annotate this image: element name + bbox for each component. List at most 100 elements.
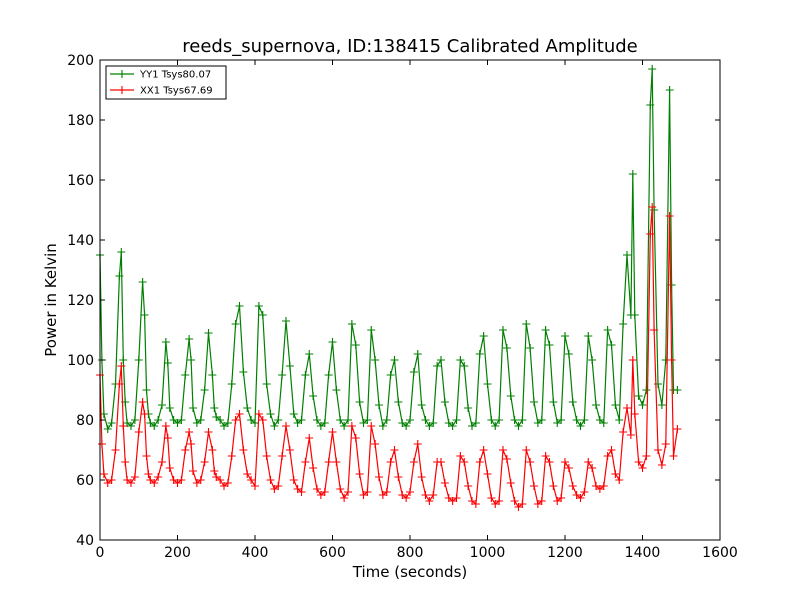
legend-box xyxy=(105,65,227,100)
data-point xyxy=(239,446,248,454)
data-point xyxy=(495,416,504,424)
data-point xyxy=(189,467,197,475)
data-point xyxy=(541,326,550,334)
data-point xyxy=(328,338,337,346)
data-point xyxy=(119,422,128,430)
data-point xyxy=(452,416,461,424)
data-point xyxy=(580,488,589,496)
data-point xyxy=(502,455,511,463)
data-point xyxy=(390,356,399,364)
series-1 xyxy=(96,203,682,511)
data-point xyxy=(557,494,566,502)
data-point xyxy=(340,494,349,502)
data-point xyxy=(130,416,139,424)
data-point xyxy=(367,326,376,334)
data-point xyxy=(402,422,411,430)
data-point xyxy=(254,410,263,418)
data-point xyxy=(657,461,666,469)
data-point xyxy=(603,452,612,460)
data-point xyxy=(475,458,484,466)
y-tick-label: 140 xyxy=(67,233,94,249)
data-point xyxy=(161,338,170,346)
data-point xyxy=(117,248,126,256)
y-tick-label: 180 xyxy=(67,113,94,129)
data-point xyxy=(134,356,143,364)
data-point xyxy=(138,278,147,286)
data-point xyxy=(506,479,515,487)
data-point xyxy=(673,386,682,394)
data-point xyxy=(243,404,252,412)
data-point xyxy=(580,416,589,424)
data-point xyxy=(429,419,438,427)
data-point xyxy=(514,422,523,430)
data-point xyxy=(138,398,147,406)
data-point xyxy=(409,458,418,466)
legend: YY1 Tsys80.07 XX1 Tsys67.69 xyxy=(105,65,227,100)
data-point xyxy=(336,416,345,424)
data-point xyxy=(336,485,345,493)
data-point xyxy=(568,398,577,406)
data-point xyxy=(634,392,643,400)
data-point xyxy=(564,350,573,358)
data-point xyxy=(537,497,546,505)
data-point xyxy=(549,482,558,490)
data-point xyxy=(495,497,504,505)
data-point xyxy=(305,434,314,442)
data-point xyxy=(502,344,511,352)
data-point xyxy=(332,458,341,466)
data-point xyxy=(258,311,267,319)
x-tick-label: 200 xyxy=(164,545,191,561)
data-point xyxy=(119,356,128,364)
data-point xyxy=(301,458,310,466)
data-point xyxy=(460,458,469,466)
data-point xyxy=(107,419,116,427)
data-point xyxy=(115,272,124,280)
data-point xyxy=(634,458,643,466)
data-point xyxy=(347,422,356,430)
data-point xyxy=(309,392,318,400)
data-point xyxy=(140,311,149,319)
legend-label: YY1 Tsys80.07 xyxy=(139,70,211,81)
data-point xyxy=(638,464,647,472)
data-point xyxy=(673,425,682,433)
data-point xyxy=(301,371,310,379)
data-point xyxy=(510,416,519,424)
data-point xyxy=(127,422,135,430)
data-point xyxy=(429,491,438,499)
data-point xyxy=(386,371,395,379)
data-point xyxy=(642,452,651,460)
data-point xyxy=(378,422,387,430)
data-point xyxy=(623,251,631,259)
data-point xyxy=(557,416,566,424)
data-point xyxy=(592,401,600,409)
legend-marker xyxy=(118,86,126,94)
data-point xyxy=(165,404,174,412)
data-point xyxy=(163,434,172,442)
data-point xyxy=(626,431,635,439)
data-point xyxy=(297,488,306,496)
data-point xyxy=(599,419,608,427)
data-point xyxy=(518,500,527,508)
x-tick-label: 1400 xyxy=(625,545,661,561)
data-point xyxy=(464,404,473,412)
data-point xyxy=(371,356,380,364)
data-point xyxy=(154,473,163,481)
data-point xyxy=(561,332,569,340)
data-point xyxy=(665,212,674,220)
data-point xyxy=(208,371,217,379)
data-point xyxy=(654,446,662,454)
data-point xyxy=(630,410,639,418)
legend-entry: YY1 Tsys80.07 xyxy=(110,70,211,81)
data-point xyxy=(187,440,196,448)
data-point xyxy=(460,362,469,370)
data-point xyxy=(355,470,364,478)
data-point xyxy=(471,500,480,508)
data-point xyxy=(487,416,496,424)
data-point xyxy=(227,380,236,388)
data-point xyxy=(483,470,492,478)
data-point xyxy=(165,464,174,472)
data-point xyxy=(231,416,240,424)
data-point xyxy=(355,398,364,406)
data-point xyxy=(313,416,321,424)
data-point xyxy=(210,404,219,412)
